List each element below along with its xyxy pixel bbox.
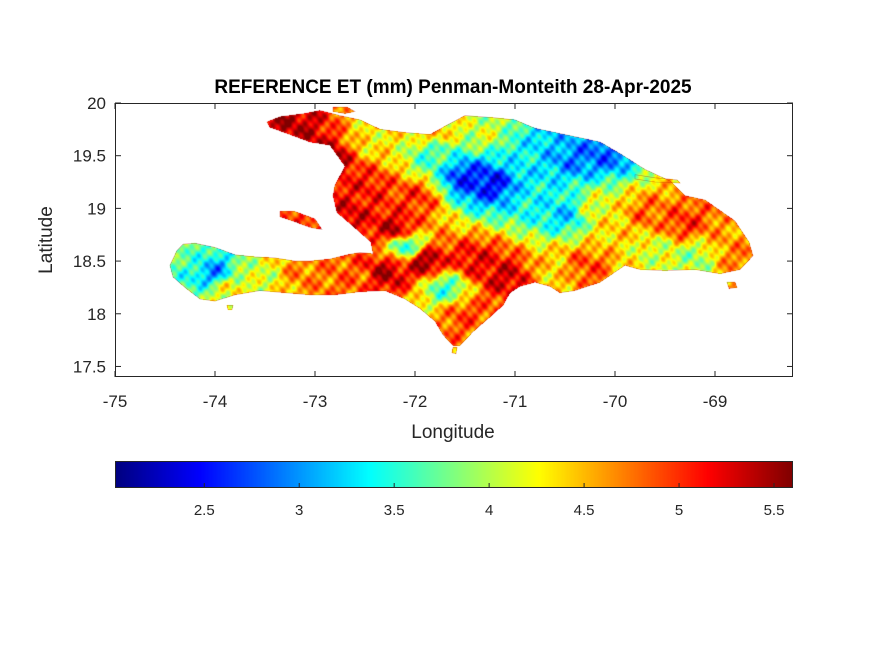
colorbar-tick-label: 3.5 [384,502,405,519]
colorbar: 2.5 3 3.5 4 4.5 5 5.5 [115,461,793,519]
island-outline-1 [332,106,356,114]
hispaniola-outline [169,110,754,346]
island-outline-3 [726,281,738,289]
colorbar-tick-label: 2.5 [194,502,215,519]
colorbar-tick-label: 5 [675,502,683,519]
y-tick-label: 18 [87,305,106,324]
map-axes: -75 -74 -73 -72 -71 -70 -69 17.5 18 18.5 19 19.5 20 [73,94,793,411]
x-tick-label: -74 [203,392,228,411]
island-outline-5 [226,305,234,310]
axes-frame [115,103,793,377]
x-tick-label: -73 [303,392,328,411]
island-outline-2 [634,174,681,184]
et-heatmap [115,103,793,377]
colorbar-tick-label: 4.5 [574,502,595,519]
colorbar-frame [115,461,793,488]
x-tick-label: -71 [503,392,528,411]
x-tick-label: -69 [703,392,728,411]
x-tick-label: -72 [403,392,428,411]
y-tick-label: 19 [87,199,106,218]
x-tick-label: -70 [603,392,628,411]
land-outline-layer [169,106,754,355]
y-tick-label: 18.5 [73,252,106,271]
island-outline-4 [451,347,458,355]
chart-title: REFERENCE ET (mm) Penman-Monteith 28-Apr… [214,77,692,98]
x-tick-label: -75 [103,392,128,411]
colorbar-ticks: 2.5 3 3.5 4 4.5 5 5.5 [194,483,785,519]
x-axis-ticks: -75 -74 -73 -72 -71 -70 -69 [103,103,728,411]
colorbar-gradient [115,461,793,488]
y-tick-label: 19.5 [73,147,106,166]
y-axis-ticks: 17.5 18 18.5 19 19.5 20 [73,94,793,376]
island-outline-0 [279,211,323,230]
colorbar-tick-label: 3 [295,502,303,519]
colorbar-tick-label: 5.5 [764,502,785,519]
x-axis-label: Longitude [411,422,494,443]
colorbar-tick-label: 4 [485,502,493,519]
y-axis-label: Latitude [36,206,57,274]
y-tick-label: 20 [87,94,106,113]
y-tick-label: 17.5 [73,357,106,376]
